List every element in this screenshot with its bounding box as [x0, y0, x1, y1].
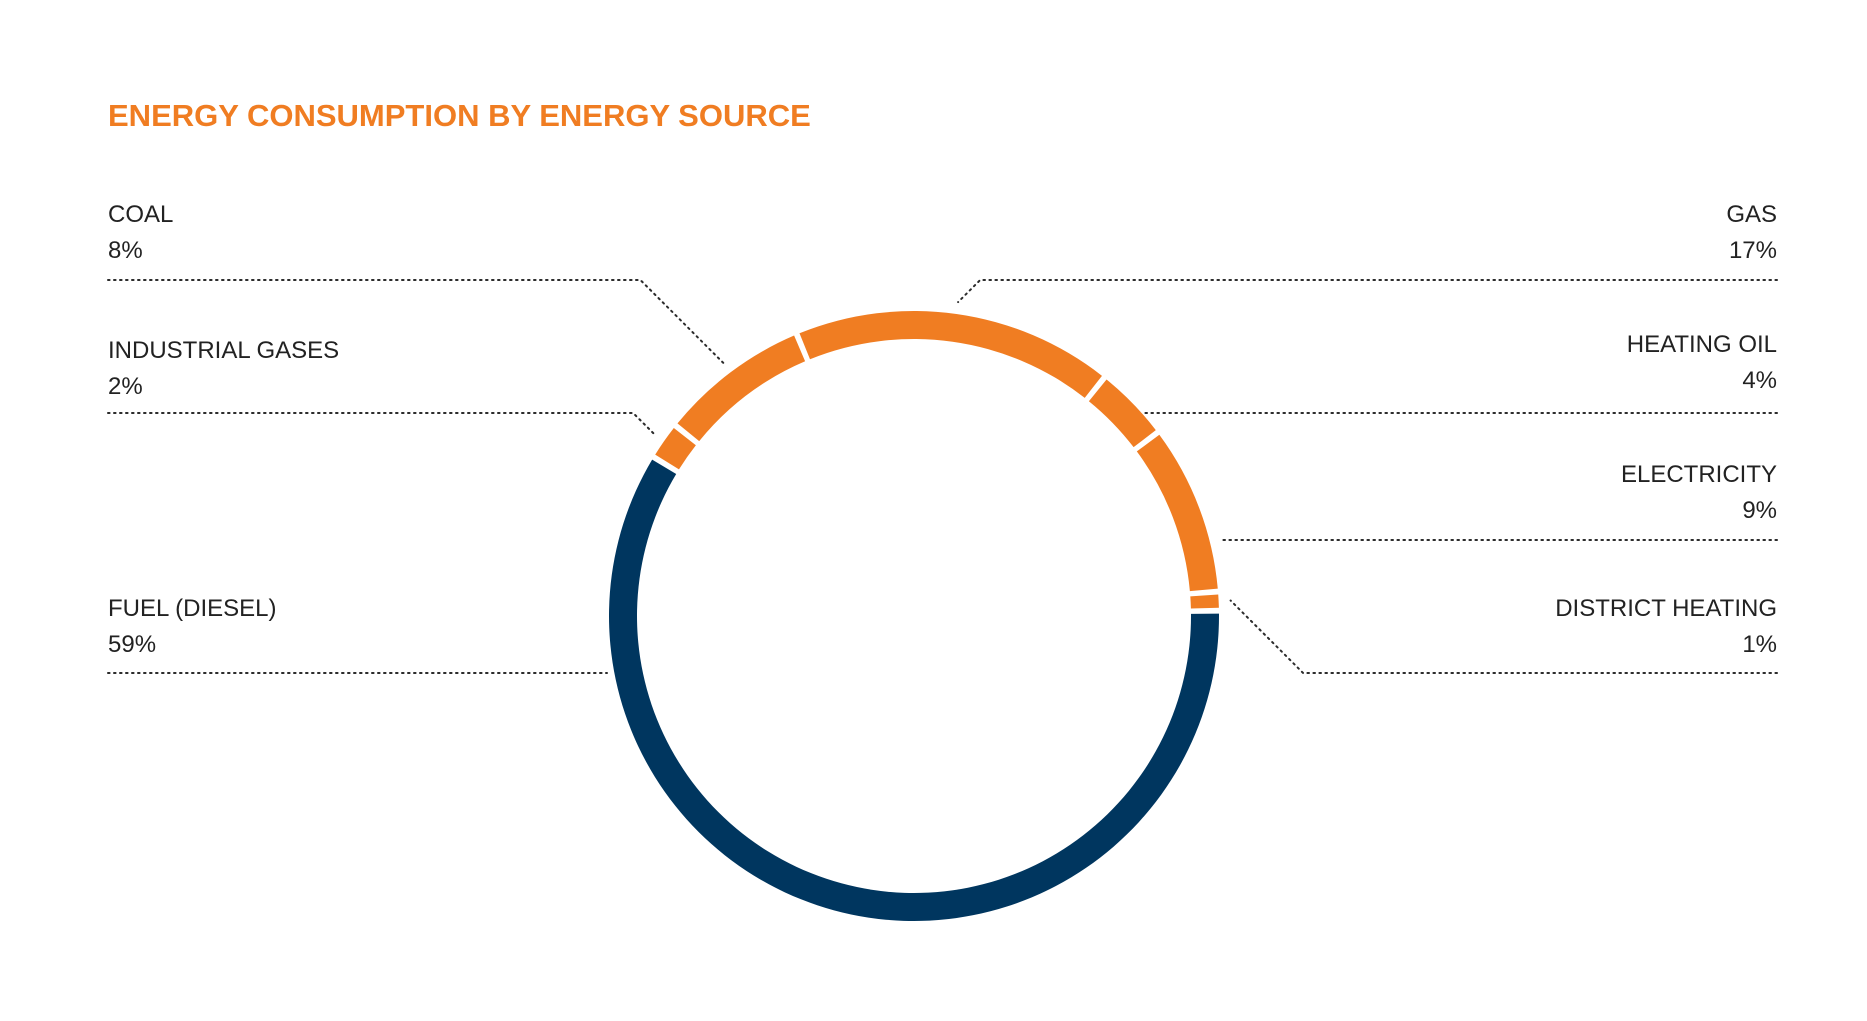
- value-coal: 8%: [108, 237, 143, 264]
- slice-electricity: [1136, 434, 1218, 592]
- leader-district-heating: [1229, 599, 1778, 674]
- slice-district-heating: [1190, 594, 1219, 609]
- value-industrial-gases: 2%: [108, 373, 143, 400]
- chart-title: ENERGY CONSUMPTION BY ENERGY SOURCE: [108, 98, 811, 133]
- label-district-heating: DISTRICT HEATING: [1555, 595, 1777, 622]
- slice-heating-oil: [1088, 379, 1156, 448]
- label-heating-oil: HEATING OIL: [1627, 331, 1777, 358]
- label-coal: COAL: [108, 201, 173, 228]
- leader-gas: [957, 279, 1778, 304]
- slice-labels: DISTRICT HEATING 1% ELECTRICITY 9% HEATING O…: [108, 201, 1777, 658]
- value-gas: 17%: [1729, 237, 1777, 264]
- donut-slices: [608, 311, 1220, 921]
- slice-industrial-gases: [655, 428, 696, 470]
- value-heating-oil: 4%: [1742, 367, 1777, 394]
- label-fuel-diesel: FUEL (DIESEL): [108, 595, 276, 622]
- label-industrial-gases: INDUSTRIAL GASES: [108, 337, 339, 364]
- leader-lines: [107, 279, 1778, 674]
- value-electricity: 9%: [1742, 497, 1777, 524]
- slice-coal: [677, 335, 806, 442]
- slice-fuel-diesel: [608, 459, 1220, 921]
- slice-gas: [799, 311, 1102, 398]
- label-electricity: ELECTRICITY: [1621, 461, 1777, 488]
- leader-industrial-gases: [107, 412, 656, 436]
- value-district-heating: 1%: [1742, 631, 1777, 658]
- value-fuel-diesel: 59%: [108, 631, 156, 658]
- label-gas: GAS: [1726, 201, 1777, 228]
